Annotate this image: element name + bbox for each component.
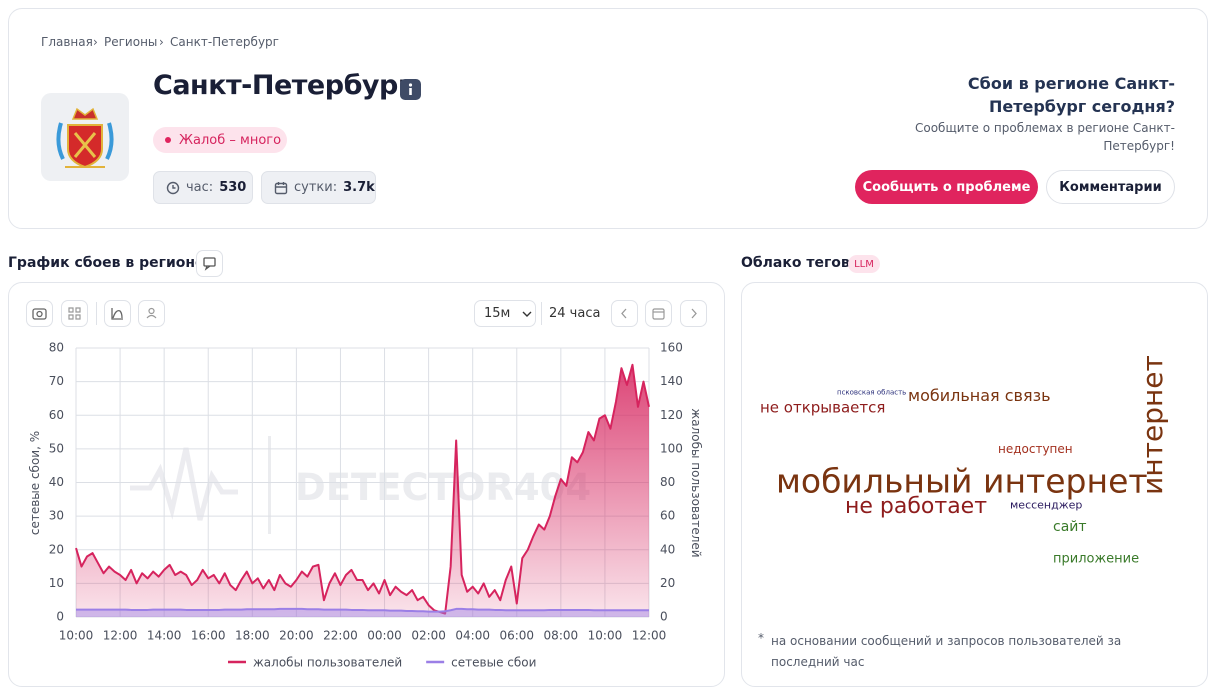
x-tick-label: 08:00 (544, 629, 579, 643)
screenshot-button[interactable] (26, 300, 53, 327)
y-tick-label: 20 (49, 542, 64, 556)
emblem (56, 107, 114, 169)
x-tick-label: 10:00 (59, 629, 94, 643)
report-text: Сообщите о проблемах в регионе Санкт-Пет… (914, 121, 1175, 153)
y-axis-label: сетевые сбои, % (28, 431, 42, 535)
y-tick-label: 70 (49, 374, 64, 388)
stat-value: 530 (219, 180, 247, 195)
watermark-text: DETECTOR404 (295, 466, 591, 509)
clock-icon (166, 181, 180, 194)
tag[interactable]: мобильная связь (908, 386, 1051, 405)
tag[interactable]: псковская область (837, 388, 907, 397)
user-button[interactable] (138, 300, 165, 327)
toolbar-separator (541, 302, 542, 325)
x-tick-label: 12:00 (632, 629, 667, 643)
y-tick-label: 0 (56, 610, 64, 624)
status-text: Жалоб – много (179, 132, 282, 148)
stat-label: сутки: (294, 180, 338, 195)
comments-button[interactable]: Комментарии (1046, 170, 1175, 204)
breadcrumb: Санкт-Петербург (170, 35, 279, 49)
x-tick-label: 22:00 (323, 629, 358, 643)
series-area (76, 364, 649, 617)
series-line (76, 607, 649, 613)
y-tick-label: 60 (49, 408, 64, 422)
y2-tick-label: 60 (660, 509, 675, 523)
calendar-button[interactable] (645, 300, 672, 327)
x-tick-label: 14:00 (147, 629, 182, 643)
report-question: Сбои в регионе Санкт-Петербург сегодня? (967, 74, 1175, 116)
breadcrumb-separator: › (159, 35, 164, 49)
tag[interactable]: мессенджер (1010, 498, 1083, 512)
x-tick-label: 02:00 (411, 629, 446, 643)
y2-tick-label: 120 (660, 408, 683, 422)
y2-tick-label: 80 (660, 475, 675, 489)
y-tick-label: 50 (49, 441, 64, 455)
watermark: DETECTOR404 (130, 436, 591, 534)
stat-value: 3.7k (343, 180, 375, 195)
y-tick-label: 40 (49, 475, 64, 489)
x-tick-label: 18:00 (235, 629, 270, 643)
x-tick-label: 04:00 (455, 629, 490, 643)
llm-badge: LLM (848, 255, 880, 273)
toolbar-separator (96, 302, 97, 325)
stat-hour: час: 530 (153, 171, 253, 204)
x-tick-label: 00:00 (367, 629, 402, 643)
chart-comment-button[interactable] (196, 250, 223, 277)
y2-tick-label: 40 (660, 542, 675, 556)
chart: DETECTOR404 0 10 20 30 40 50 60 70 80 0 20 40 60 80 10… (28, 341, 703, 670)
y-tick-label: 80 (49, 341, 64, 355)
breadcrumb[interactable]: Главная (41, 35, 93, 49)
x-tick-label: 06:00 (499, 629, 534, 643)
breadcrumb-separator: › (93, 35, 98, 49)
breadcrumb[interactable]: Регионы (104, 35, 158, 49)
interval-value: 15м (484, 306, 511, 321)
tag[interactable]: сайт (1053, 519, 1087, 535)
range-label: 24 часа (549, 306, 601, 321)
y-tick-label: 30 (49, 509, 64, 523)
x-tick-label: 20:00 (279, 629, 314, 643)
next-button[interactable] (680, 300, 707, 327)
tag[interactable]: приложение (1053, 551, 1140, 567)
tag[interactable]: мобильный интернет (776, 461, 1148, 501)
info-icon[interactable] (400, 79, 421, 100)
chart-section-title: График сбоев в регионе (8, 255, 205, 271)
legend-label: сетевые сбои (451, 656, 536, 670)
x-tick-label: 12:00 (103, 629, 138, 643)
tag[interactable]: не работает (845, 494, 988, 519)
interval-select[interactable]: 15м (474, 300, 536, 327)
calendar-icon (274, 181, 288, 194)
y-tick-label: 10 (49, 576, 64, 590)
legend-label: жалобы пользователей (253, 656, 402, 670)
chart-card (8, 282, 725, 687)
tag[interactable]: недоступен (998, 442, 1073, 456)
series-line (75, 363, 650, 615)
status-dot (165, 137, 171, 143)
stat-label: час: (186, 180, 214, 195)
y2-axis-label: жалобы пользователей (689, 408, 703, 557)
y2-tick-label: 20 (660, 576, 675, 590)
x-tick-label: 16:00 (191, 629, 226, 643)
y2-tick-label: 160 (660, 341, 683, 355)
note: на основании сообщений и запросов пользо… (771, 634, 1122, 669)
grid-button[interactable] (61, 300, 88, 327)
stat-day: сутки: 3.7k (261, 171, 376, 204)
y2-tick-label: 0 (660, 610, 668, 624)
report-button[interactable]: Сообщить о проблеме (855, 170, 1038, 204)
x-tick-label: 10:00 (588, 629, 623, 643)
chart-mode-button[interactable] (104, 300, 131, 327)
tag-cloud-card (741, 282, 1208, 687)
tag-cloud-title: Облако тегов (741, 255, 850, 271)
y2-tick-label: 100 (660, 441, 683, 455)
emblem-box (41, 93, 129, 181)
prev-button[interactable] (611, 300, 638, 327)
region-title: Санкт-Петербург (153, 70, 412, 101)
note-marker: * (758, 631, 764, 645)
tag[interactable]: не открывается (760, 398, 886, 417)
status-badge: Жалоб – много (153, 127, 287, 153)
y2-tick-label: 140 (660, 374, 683, 388)
